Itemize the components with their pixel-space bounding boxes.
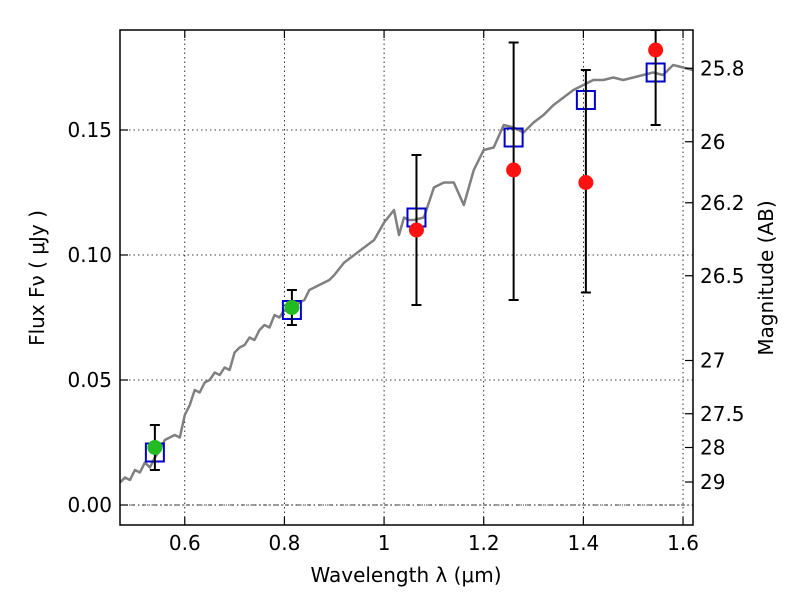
x-tick-label: 1.2 xyxy=(468,531,500,555)
right-y-tick-label: 27 xyxy=(700,349,725,373)
plot-area xyxy=(120,30,693,484)
axes: 0.6 0.8 1 1.2 1.4 1.6 0.00 0.05 0.10 0.15 25.8 26 26… xyxy=(67,30,745,555)
plot-frame xyxy=(119,29,694,526)
x-tick-label: 0.6 xyxy=(169,531,201,555)
right-y-tick-label: 25.8 xyxy=(700,56,745,80)
red-data-point xyxy=(648,42,664,58)
right-y-tick-label: 26.2 xyxy=(700,191,745,215)
plot-series xyxy=(120,30,693,484)
right-y-tick-label: 27.5 xyxy=(700,402,745,426)
red-data-point xyxy=(506,162,522,178)
y-tick-label: 0.15 xyxy=(67,118,112,142)
red-data-point xyxy=(578,175,594,190)
model-spectrum-line xyxy=(120,63,693,484)
right-y-tick-label: 26.5 xyxy=(700,264,745,288)
right-y-tick-label: 29 xyxy=(700,470,725,494)
x-axis-label: Wavelength λ (μm) xyxy=(310,563,501,587)
right-y-tick-label: 28 xyxy=(700,436,725,460)
y-tick-label: 0.00 xyxy=(67,493,112,517)
x-tick-label: 1.4 xyxy=(567,531,599,555)
y-tick-label: 0.05 xyxy=(67,368,112,392)
green-data-point xyxy=(147,440,163,455)
x-tick-label: 1.6 xyxy=(667,531,699,555)
y-tick-label: 0.10 xyxy=(67,243,112,267)
y-axis-label: Flux Fν ( μJy ) xyxy=(25,210,49,346)
right-y-tick-label: 26 xyxy=(700,130,725,154)
x-tick-label: 0.8 xyxy=(269,531,301,555)
green-data-point xyxy=(284,300,300,315)
red-data-point xyxy=(408,222,424,238)
right-y-axis-label: Magnitude (AB) xyxy=(754,200,778,355)
grid-lines xyxy=(120,30,693,525)
x-tick-label: 1 xyxy=(378,531,391,555)
